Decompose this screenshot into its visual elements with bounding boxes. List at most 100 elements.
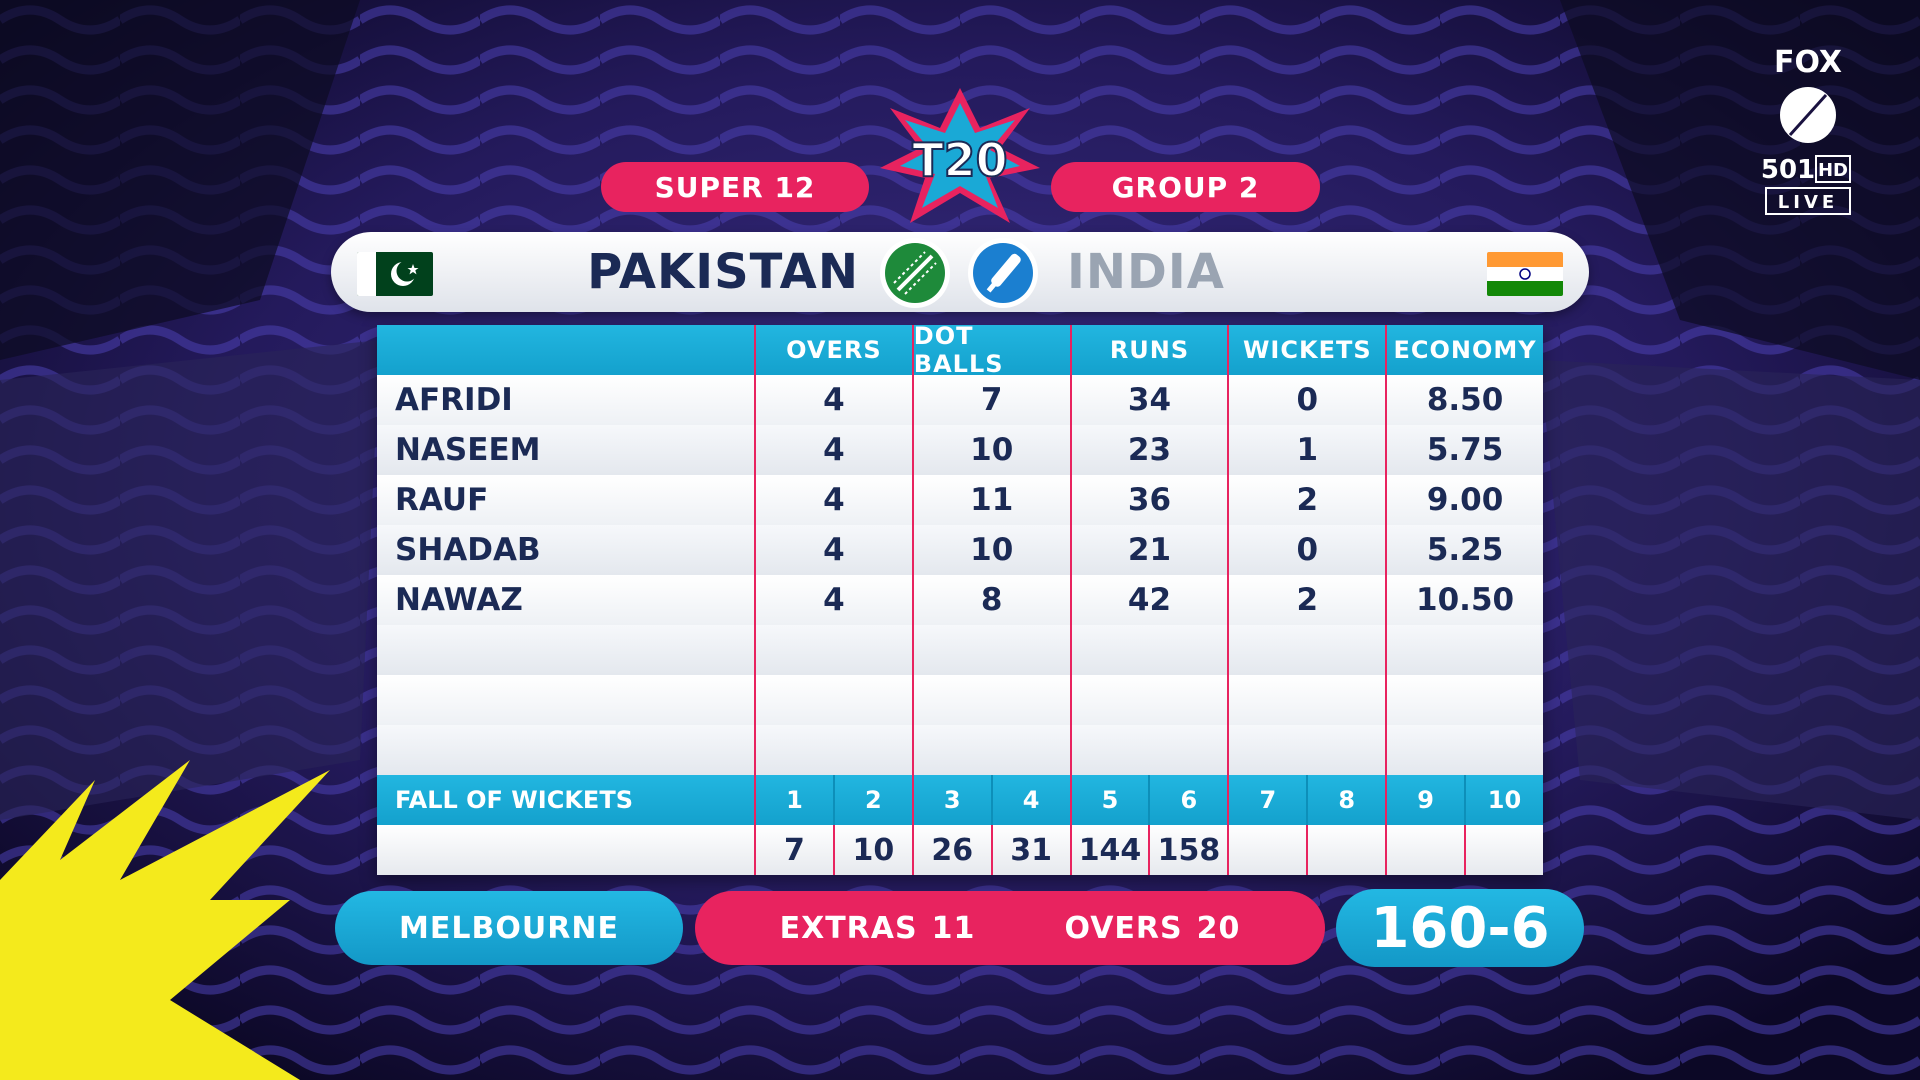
bowler-name: RAUF — [395, 482, 489, 518]
wicket-score: 144 — [1069, 825, 1149, 875]
wicket-number: 3 — [911, 775, 991, 825]
economy-value: 5.25 — [1385, 525, 1543, 575]
network-text: FOX — [1774, 45, 1842, 80]
overs-value: 4 — [754, 475, 912, 525]
column-header-economy: ECONOMY — [1385, 325, 1543, 375]
economy-value — [1385, 725, 1543, 775]
wickets-value — [1227, 675, 1385, 725]
wicket-score — [1385, 825, 1464, 875]
group-label: GROUP 2 — [1051, 162, 1320, 212]
table-row — [377, 675, 1543, 725]
runs-value: 23 — [1069, 425, 1228, 475]
fall-of-wickets-label: FALL OF WICKETS — [395, 786, 633, 814]
quality-badge: HD — [1818, 160, 1848, 181]
wickets-value — [1227, 625, 1385, 675]
dot-balls-value: 7 — [911, 375, 1070, 425]
bowler-name: AFRIDI — [395, 382, 513, 418]
runs-value: 42 — [1069, 575, 1228, 625]
table-row: AFRIDI 4 7 34 0 8.50 — [377, 375, 1543, 425]
economy-value — [1385, 675, 1543, 725]
column-header-row: OVERS DOT BALLS RUNS WICKETS ECONOMY — [377, 322, 1543, 378]
stage-label: SUPER 12 — [601, 162, 869, 212]
fox-channel-logo: FOX 501 HD LIVE — [1761, 45, 1851, 215]
wicket-number: 10 — [1464, 775, 1543, 825]
bowler-name: SHADAB — [395, 532, 541, 568]
dot-balls-value: 11 — [911, 475, 1070, 525]
fall-of-wickets-header-row: FALL OF WICKETS 1 2 3 4 5 6 7 8 9 10 — [377, 775, 1543, 825]
wicket-number: 5 — [1069, 775, 1149, 825]
cricket-bat-icon — [968, 238, 1038, 308]
wicket-number: 6 — [1148, 775, 1227, 825]
india-flag-icon — [1487, 252, 1563, 296]
fall-of-wickets-scores-row: 7 10 26 31 144 158 — [377, 825, 1543, 875]
t20-world-cup-logo: T20 — [880, 88, 1040, 223]
economy-value: 5.75 — [1385, 425, 1543, 475]
table-row: RAUF 4 11 36 2 9.00 — [377, 475, 1543, 525]
wicket-score: 31 — [990, 825, 1070, 875]
runs-value — [1069, 675, 1228, 725]
logo-text: T20 — [912, 133, 1007, 187]
bowler-name — [377, 625, 754, 675]
column-header-dot-balls: DOT BALLS — [911, 322, 1070, 378]
overs-value: 4 — [754, 575, 912, 625]
pakistan-flag-icon — [357, 252, 433, 296]
wicket-score — [1306, 825, 1385, 875]
runs-value — [1069, 725, 1228, 775]
column-header-wickets: WICKETS — [1227, 325, 1385, 375]
table-row — [377, 625, 1543, 675]
bowler-name — [377, 675, 754, 725]
extras-overs-bar: EXTRAS 11 OVERS 20 — [695, 891, 1325, 965]
wicket-number: 7 — [1227, 775, 1306, 825]
runs-value — [1069, 625, 1228, 675]
wicket-number: 8 — [1306, 775, 1385, 825]
table-row: NASEEM 4 10 23 1 5.75 — [377, 425, 1543, 475]
total-score: 160-6 — [1336, 889, 1584, 967]
wickets-value: 1 — [1227, 425, 1385, 475]
bowler-name: NAWAZ — [395, 582, 523, 618]
batting-team-name: INDIA — [1067, 244, 1225, 300]
extras-label: EXTRAS — [779, 910, 918, 946]
wickets-value: 2 — [1227, 475, 1385, 525]
extras-value: 11 — [931, 910, 976, 946]
dot-balls-value — [911, 675, 1070, 725]
runs-value: 21 — [1069, 525, 1228, 575]
wickets-value: 2 — [1227, 575, 1385, 625]
wickets-value: 0 — [1227, 375, 1385, 425]
channel-number: 501 — [1761, 155, 1815, 185]
dot-balls-value: 8 — [911, 575, 1070, 625]
bowler-name: NASEEM — [395, 432, 541, 468]
dot-balls-value: 10 — [911, 525, 1070, 575]
economy-value: 8.50 — [1385, 375, 1543, 425]
dot-balls-value — [911, 725, 1070, 775]
extras-group: EXTRAS 11 — [780, 911, 976, 946]
cricket-ball-icon — [880, 238, 950, 308]
wickets-value: 0 — [1227, 525, 1385, 575]
overs-value — [754, 675, 912, 725]
table-row — [377, 725, 1543, 775]
column-header-runs: RUNS — [1069, 325, 1228, 375]
wicket-score — [1227, 825, 1306, 875]
wicket-score: 158 — [1148, 825, 1227, 875]
venue-label: MELBOURNE — [335, 891, 683, 965]
economy-value: 10.50 — [1385, 575, 1543, 625]
wickets-value — [1227, 725, 1385, 775]
bowler-name — [377, 725, 754, 775]
yellow-burst-graphic — [0, 760, 330, 1080]
wicket-number: 2 — [832, 775, 912, 825]
table-row: NAWAZ 4 8 42 2 10.50 — [377, 575, 1543, 625]
bowling-scorecard: OVERS DOT BALLS RUNS WICKETS ECONOMY AFR… — [377, 322, 1543, 875]
bowler-rows: AFRIDI 4 7 34 0 8.50 NASEEM 4 10 23 1 5.… — [377, 375, 1543, 775]
wicket-score — [1464, 825, 1543, 875]
table-row: SHADAB 4 10 21 0 5.25 — [377, 525, 1543, 575]
wicket-score: 7 — [754, 825, 833, 875]
wicket-score: 26 — [911, 825, 991, 875]
wicket-score: 10 — [832, 825, 912, 875]
overs-value: 4 — [754, 375, 912, 425]
runs-value: 36 — [1069, 475, 1228, 525]
economy-value — [1385, 625, 1543, 675]
overs-value — [754, 625, 912, 675]
wicket-number: 4 — [990, 775, 1070, 825]
runs-value: 34 — [1069, 375, 1228, 425]
overs-value — [754, 725, 912, 775]
wicket-number: 9 — [1385, 775, 1464, 825]
